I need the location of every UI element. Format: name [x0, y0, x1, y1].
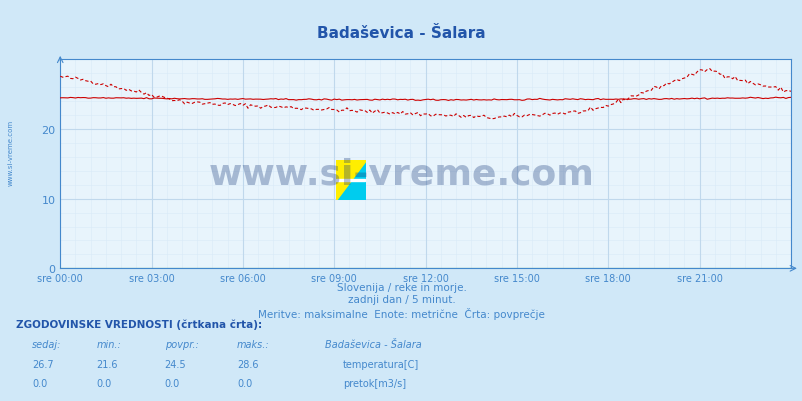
- Text: 0.0: 0.0: [96, 378, 111, 388]
- Text: 0.0: 0.0: [32, 378, 47, 388]
- Text: 21.6: 21.6: [96, 359, 118, 369]
- Text: 26.7: 26.7: [32, 359, 54, 369]
- Text: maks.:: maks.:: [237, 340, 269, 350]
- Text: min.:: min.:: [96, 340, 121, 350]
- Bar: [335, 160, 350, 180]
- Text: Meritve: maksimalne  Enote: metrične  Črta: povprečje: Meritve: maksimalne Enote: metrične Črta…: [257, 307, 545, 319]
- Text: sedaj:: sedaj:: [32, 340, 62, 350]
- Polygon shape: [335, 160, 366, 200]
- Polygon shape: [335, 160, 366, 200]
- Text: zadnji dan / 5 minut.: zadnji dan / 5 minut.: [347, 295, 455, 305]
- Text: Badaševica - Šalara: Badaševica - Šalara: [325, 340, 421, 350]
- Text: www.si-vreme.com: www.si-vreme.com: [7, 119, 14, 185]
- Text: 24.5: 24.5: [164, 359, 186, 369]
- Polygon shape: [336, 180, 365, 181]
- Text: Slovenija / reke in morje.: Slovenija / reke in morje.: [336, 283, 466, 293]
- Bar: [350, 160, 366, 180]
- Text: www.si-vreme.com: www.si-vreme.com: [209, 158, 593, 191]
- Text: TRENUTNE VREDNOSTI (polna črta):: TRENUTNE VREDNOSTI (polna črta):: [16, 400, 227, 401]
- Text: Badaševica - Šalara: Badaševica - Šalara: [317, 26, 485, 41]
- Text: povpr.:: povpr.:: [164, 340, 198, 350]
- Text: 0.0: 0.0: [237, 378, 252, 388]
- Bar: [350, 180, 366, 200]
- Text: 0.0: 0.0: [164, 378, 180, 388]
- Text: 28.6: 28.6: [237, 359, 258, 369]
- Bar: [335, 180, 350, 200]
- Text: temperatura[C]: temperatura[C]: [342, 359, 419, 369]
- Text: ZGODOVINSKE VREDNOSTI (črtkana črta):: ZGODOVINSKE VREDNOSTI (črtkana črta):: [16, 319, 262, 329]
- Text: pretok[m3/s]: pretok[m3/s]: [342, 378, 406, 388]
